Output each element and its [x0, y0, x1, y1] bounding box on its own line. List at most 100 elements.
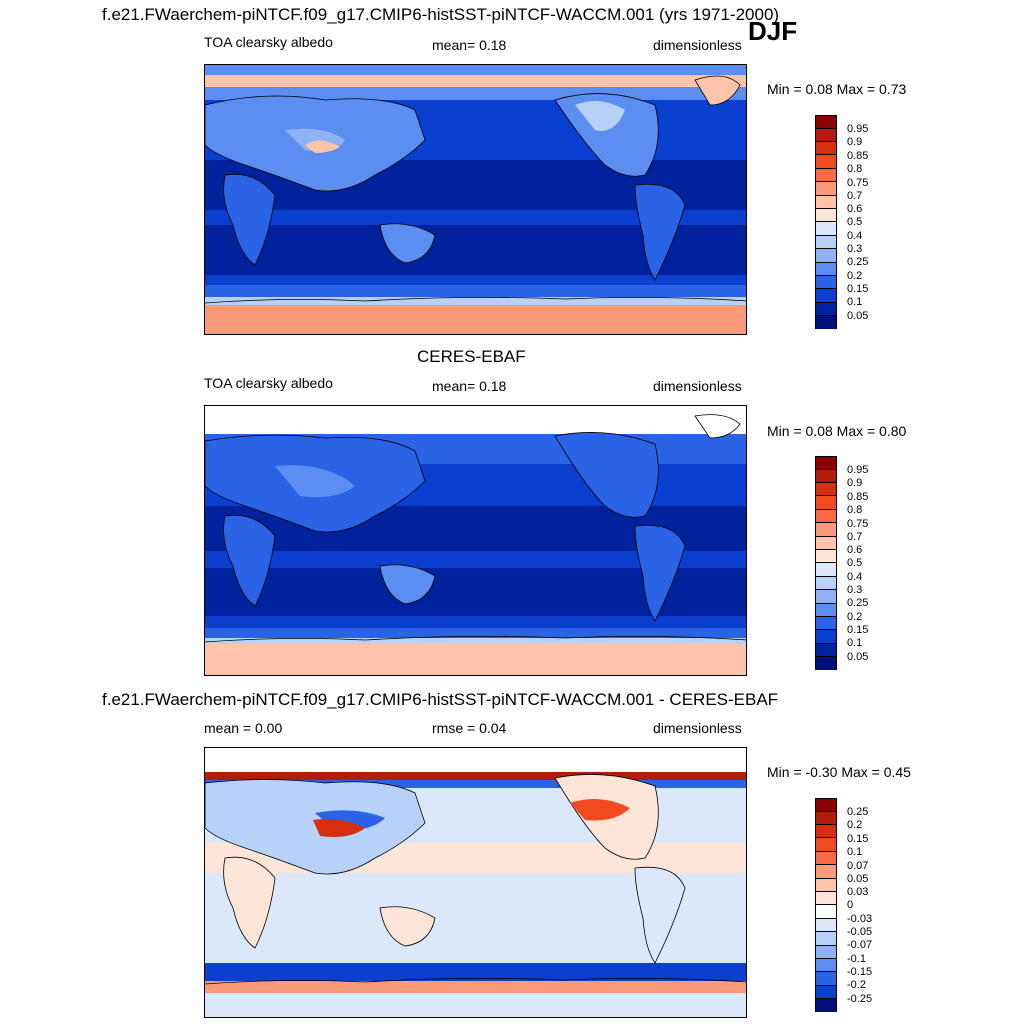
panel2-colorbar-tick: 0.5 — [847, 557, 863, 569]
panel1-mean-label: mean= 0.18 — [432, 37, 507, 53]
colorbar-swatch — [816, 644, 836, 657]
colorbar-swatch — [816, 905, 836, 919]
colorbar-swatch — [816, 182, 836, 196]
panel1-colorbar-tick: 0.1 — [847, 296, 863, 308]
panel1-colorbar-tick: 0.05 — [847, 310, 869, 322]
colorbar-swatch — [816, 222, 836, 236]
panel2-colorbar-tick: 0.05 — [847, 651, 869, 663]
panel1-colorbar-tick: 0.6 — [847, 203, 863, 215]
panel3-title: f.e21.FWaerchem-piNTCF.f09_g17.CMIP6-his… — [102, 690, 779, 709]
colorbar-swatch — [816, 303, 836, 316]
panel3-colorbar — [815, 798, 837, 1012]
panel3-colorbar-tick: -0.1 — [847, 953, 866, 965]
panel2-colorbar-tick: 0.9 — [847, 477, 863, 489]
panel2-colorbar-tick: 0.7 — [847, 531, 863, 543]
colorbar-swatch — [816, 852, 836, 865]
panel2-variable-label: TOA clearsky albedo — [204, 375, 333, 391]
panel2-colorbar-tick: 0.6 — [847, 544, 863, 556]
colorbar-swatch — [816, 523, 836, 537]
colorbar-swatch — [816, 510, 836, 523]
panel2-map — [204, 405, 747, 676]
panel1-units-label: dimensionless — [653, 37, 742, 53]
colorbar-swatch — [816, 879, 836, 892]
colorbar-swatch — [816, 169, 836, 182]
panel1-colorbar-tick: 0.7 — [847, 190, 863, 202]
panel3-colorbar-tick: 0.1 — [847, 846, 863, 858]
panel3-colorbar-tick: -0.07 — [847, 939, 873, 951]
colorbar-swatch — [816, 537, 836, 550]
colorbar-swatch — [816, 999, 836, 1012]
panel2-colorbar-tick: 0.75 — [847, 518, 869, 530]
colorbar-swatch — [816, 483, 836, 496]
colorbar-swatch — [816, 577, 836, 590]
colorbar-swatch — [816, 986, 836, 999]
colorbar-swatch — [816, 129, 836, 142]
colorbar-swatch — [816, 946, 836, 959]
panel1-colorbar-tick: 0.15 — [847, 283, 869, 295]
panel3-colorbar-tick: -0.03 — [847, 913, 873, 925]
colorbar-swatch — [816, 236, 836, 249]
panel2-colorbar-tick: 0.3 — [847, 584, 863, 596]
panel2-title: CERES-EBAF — [417, 347, 526, 366]
colorbar-swatch — [816, 196, 836, 209]
panel3-colorbar-tick: 0.03 — [847, 886, 869, 898]
colorbar-swatch — [816, 563, 836, 577]
panel1-colorbar-tick: 0.95 — [847, 123, 869, 135]
colorbar-swatch — [816, 276, 836, 289]
panel3-colorbar-tick: -0.2 — [847, 979, 866, 991]
colorbar-swatch — [816, 892, 836, 905]
panel1-colorbar — [815, 115, 837, 329]
panel1-colorbar-tick: 0.8 — [847, 163, 863, 175]
panel3-colorbar-tick: -0.15 — [847, 966, 873, 978]
panel2-colorbar-tick: 0.1 — [847, 637, 863, 649]
panel2-minmax-label: Min = 0.08 Max = 0.80 — [767, 423, 907, 439]
panel1-variable-label: TOA clearsky albedo — [204, 34, 333, 50]
colorbar-swatch — [816, 316, 836, 329]
panel3-colorbar-tick: 0.05 — [847, 873, 869, 885]
panel3-colorbar-tick: -0.05 — [847, 926, 873, 938]
colorbar-swatch — [816, 838, 836, 852]
panel2-mean-label: mean= 0.18 — [432, 378, 507, 394]
colorbar-swatch — [816, 263, 836, 276]
panel3-colorbar-tick: 0.07 — [847, 860, 869, 872]
panel3-map — [204, 747, 747, 1018]
panel1-colorbar-tick: 0.3 — [847, 243, 863, 255]
colorbar-swatch — [816, 799, 836, 812]
panel1-minmax-label: Min = 0.08 Max = 0.73 — [767, 81, 907, 97]
colorbar-swatch — [816, 470, 836, 483]
colorbar-swatch — [816, 209, 836, 222]
colorbar-swatch — [816, 959, 836, 972]
colorbar-swatch — [816, 604, 836, 617]
colorbar-swatch — [816, 142, 836, 155]
panel2-units-label: dimensionless — [653, 378, 742, 394]
panel3-colorbar-tick: 0.15 — [847, 833, 869, 845]
colorbar-swatch — [816, 289, 836, 303]
panel3-colorbar-tick: 0 — [847, 899, 854, 911]
panel2-colorbar-tick: 0.15 — [847, 624, 869, 636]
colorbar-swatch — [816, 630, 836, 644]
colorbar-swatch — [816, 116, 836, 129]
panel2-colorbar-tick: 0.25 — [847, 597, 869, 609]
colorbar-swatch — [816, 932, 836, 946]
panel1-colorbar-tick: 0.85 — [847, 150, 869, 162]
panel2-colorbar — [815, 456, 837, 670]
panel2-colorbar-tick: 0.8 — [847, 504, 863, 516]
panel3-minmax-label: Min = -0.30 Max = 0.45 — [767, 764, 911, 780]
panel2-colorbar-tick: 0.4 — [847, 571, 863, 583]
colorbar-swatch — [816, 657, 836, 670]
panel3-mean-label: mean = 0.00 — [204, 720, 283, 736]
panel3-rmse-label: rmse = 0.04 — [432, 720, 507, 736]
panel1-colorbar-tick: 0.25 — [847, 256, 869, 268]
colorbar-swatch — [816, 496, 836, 510]
panel1-colorbar-tick: 0.9 — [847, 136, 863, 148]
panel2-colorbar-tick: 0.2 — [847, 611, 863, 623]
colorbar-swatch — [816, 590, 836, 604]
colorbar-swatch — [816, 972, 836, 986]
panel2-colorbar-tick: 0.85 — [847, 491, 869, 503]
panel1-colorbar-tick: 0.2 — [847, 270, 863, 282]
season-label: DJF — [748, 16, 798, 46]
panel3-units-label: dimensionless — [653, 720, 742, 736]
colorbar-swatch — [816, 249, 836, 263]
panel3-colorbar-tick: -0.25 — [847, 993, 873, 1005]
colorbar-swatch — [816, 457, 836, 470]
